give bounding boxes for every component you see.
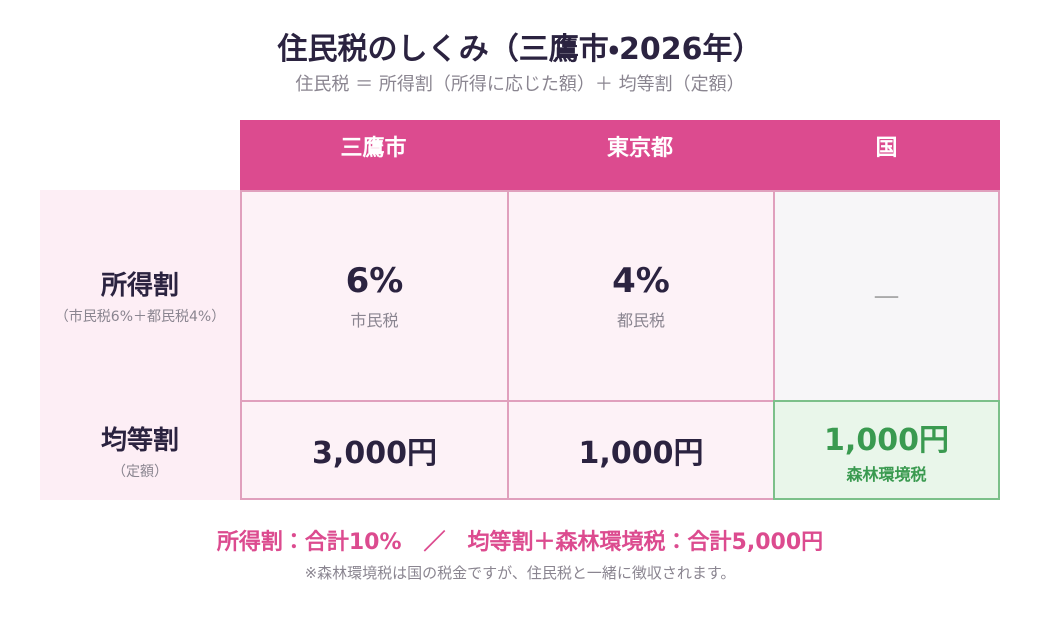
- cell: 6% 市民税: [240, 190, 509, 402]
- cell-note: 市民税: [350, 311, 399, 330]
- cell-note: 都民税: [616, 311, 665, 330]
- cell: 1,000円 森林環境税: [773, 400, 1000, 500]
- column-header: 東京都: [507, 120, 773, 190]
- column-label: 国: [875, 136, 898, 161]
- cell: 4% 都民税: [507, 190, 775, 402]
- row-label: 所得割: [100, 270, 179, 301]
- cell: 1,000円: [507, 400, 775, 500]
- cell-value: 6%: [345, 261, 404, 301]
- cell-note: 森林環境税: [846, 465, 927, 484]
- row-label: 均等割: [100, 425, 179, 456]
- row-header: 均等割 （定額）: [40, 400, 240, 500]
- row-header: 所得割 （市民税6%＋都民税4%）: [40, 190, 240, 400]
- cell: —: [773, 190, 1000, 402]
- column-label: 三鷹市: [340, 136, 407, 161]
- cell-value: 3,000円: [312, 436, 437, 471]
- summary: 所得割：合計10% ／ 均等割＋森林環境税：合計5,000円: [216, 530, 824, 555]
- cell-value: 4%: [612, 261, 670, 301]
- column-header: 国: [773, 120, 1000, 190]
- cell: 3,000円: [240, 400, 509, 500]
- subtitle: 住民税 ＝ 所得割（所得に応じた額）＋ 均等割（定額）: [295, 74, 745, 95]
- row-sublabel: （定額）: [112, 463, 168, 480]
- column-label: 東京都: [606, 136, 673, 161]
- column-header: 三鷹市: [240, 120, 507, 190]
- row-sublabel: （市民税6%＋都民税4%）: [54, 308, 226, 325]
- cell-value: 1,000円: [578, 436, 704, 471]
- cell-value: —: [873, 281, 900, 311]
- footnote: ※森林環境税は国の税金ですが、住民税と一緒に徴収されます。: [304, 564, 736, 582]
- cell-value: 1,000円: [824, 423, 949, 458]
- title: 住民税のしくみ（三鷹市・2026年）: [277, 32, 763, 67]
